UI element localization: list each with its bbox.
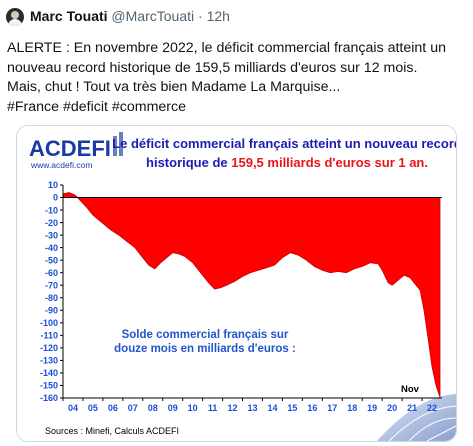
- y-tick-label: -60: [45, 268, 58, 278]
- y-tick-label: -10: [45, 205, 58, 215]
- chart-annotation-line2: douze mois en milliards d'euros :: [114, 343, 296, 355]
- y-tick-label: -20: [45, 218, 58, 228]
- tweet-media-image[interactable]: ACDEFI www.acdefi.com Le déficit commerc…: [16, 125, 457, 442]
- y-tick-label: 0: [53, 193, 58, 203]
- y-tick-label: -140: [40, 368, 58, 378]
- plot-area: 10 0 -10 -20 -30 -40 -50 -60 -70 -80 -90 -100 -110 -1…: [40, 180, 442, 413]
- x-tick-label: 21: [407, 403, 417, 413]
- x-tick-label: 04: [68, 403, 78, 413]
- y-tick-label: -40: [45, 243, 58, 253]
- y-tick-label: -110: [40, 331, 58, 341]
- x-tick-label: 20: [387, 403, 397, 413]
- y-tick-label: -50: [45, 255, 58, 265]
- image-headline-line2: historique de 159,5 milliards d'euros su…: [146, 155, 428, 170]
- y-tick-label: 10: [48, 180, 58, 190]
- acdefi-logo: ACDEFI www.acdefi.com: [29, 132, 123, 170]
- y-tick-label: -70: [45, 280, 58, 290]
- x-tick-label: 05: [88, 403, 98, 413]
- y-tick-label: -120: [40, 343, 58, 353]
- y-tick-label: -100: [40, 318, 58, 328]
- hashtags[interactable]: #France #deficit #commerce: [7, 98, 186, 115]
- x-tick-label: 08: [148, 403, 158, 413]
- x-tick-label: 09: [168, 403, 178, 413]
- x-tick-label: 16: [307, 403, 317, 413]
- x-tick-label: 07: [128, 403, 138, 413]
- tweet-text-line: nouveau record historique de 159,5 milli…: [7, 59, 418, 76]
- tweet-header: Marc Touati @MarcTouati · 12h: [30, 8, 230, 24]
- logo-text: ACDEFI: [29, 136, 111, 161]
- x-tick-label: 12: [228, 403, 238, 413]
- x-tick-label: 19: [367, 403, 377, 413]
- x-tick-label: 10: [188, 403, 198, 413]
- x-tick-label: 17: [327, 403, 337, 413]
- header-separator: ·: [198, 8, 203, 24]
- x-tick-label: 06: [108, 403, 118, 413]
- x-tick-label: 14: [267, 403, 277, 413]
- nov-marker-label: Nov: [401, 384, 420, 395]
- logo-url: www.acdefi.com: [30, 160, 92, 170]
- y-tick-label: -30: [45, 230, 58, 240]
- y-tick-label: -80: [45, 293, 58, 303]
- author-handle[interactable]: @MarcTouati: [111, 8, 195, 24]
- tweet-text-line: ALERTE : En novembre 2022, le déficit co…: [7, 40, 446, 56]
- chart-annotation-line1: Solde commercial français sur: [122, 329, 289, 341]
- x-tick-label: 11: [208, 403, 218, 413]
- timestamp[interactable]: 12h: [206, 8, 230, 24]
- x-tick-label: 13: [247, 403, 257, 413]
- author-name[interactable]: Marc Touati: [30, 8, 108, 24]
- deficit-area: [63, 192, 440, 398]
- tweet-text-line: Mais, chut ! Tout va très bien Madame La…: [7, 79, 341, 95]
- chart-image: ACDEFI www.acdefi.com Le déficit commerc…: [17, 126, 456, 441]
- y-tick-label: -90: [45, 305, 58, 315]
- logo-bars-icon: [113, 132, 123, 156]
- x-tick-label: 18: [347, 403, 357, 413]
- y-tick-label: -160: [40, 393, 58, 403]
- globe-decoration: [377, 394, 456, 441]
- image-source: Sources : Minefi, Calculs ACDEFI: [45, 426, 179, 436]
- image-headline-line1: Le déficit commercial français atteint u…: [112, 136, 456, 151]
- y-tick-label: -150: [40, 381, 58, 391]
- avatar[interactable]: [6, 8, 24, 26]
- tweet-text: ALERTE : En novembre 2022, le déficit co…: [7, 39, 467, 117]
- x-tick-label: 15: [287, 403, 297, 413]
- y-tick-label: -130: [40, 356, 58, 366]
- deficit-line: [62, 192, 441, 398]
- x-tick-label: 22: [427, 403, 437, 413]
